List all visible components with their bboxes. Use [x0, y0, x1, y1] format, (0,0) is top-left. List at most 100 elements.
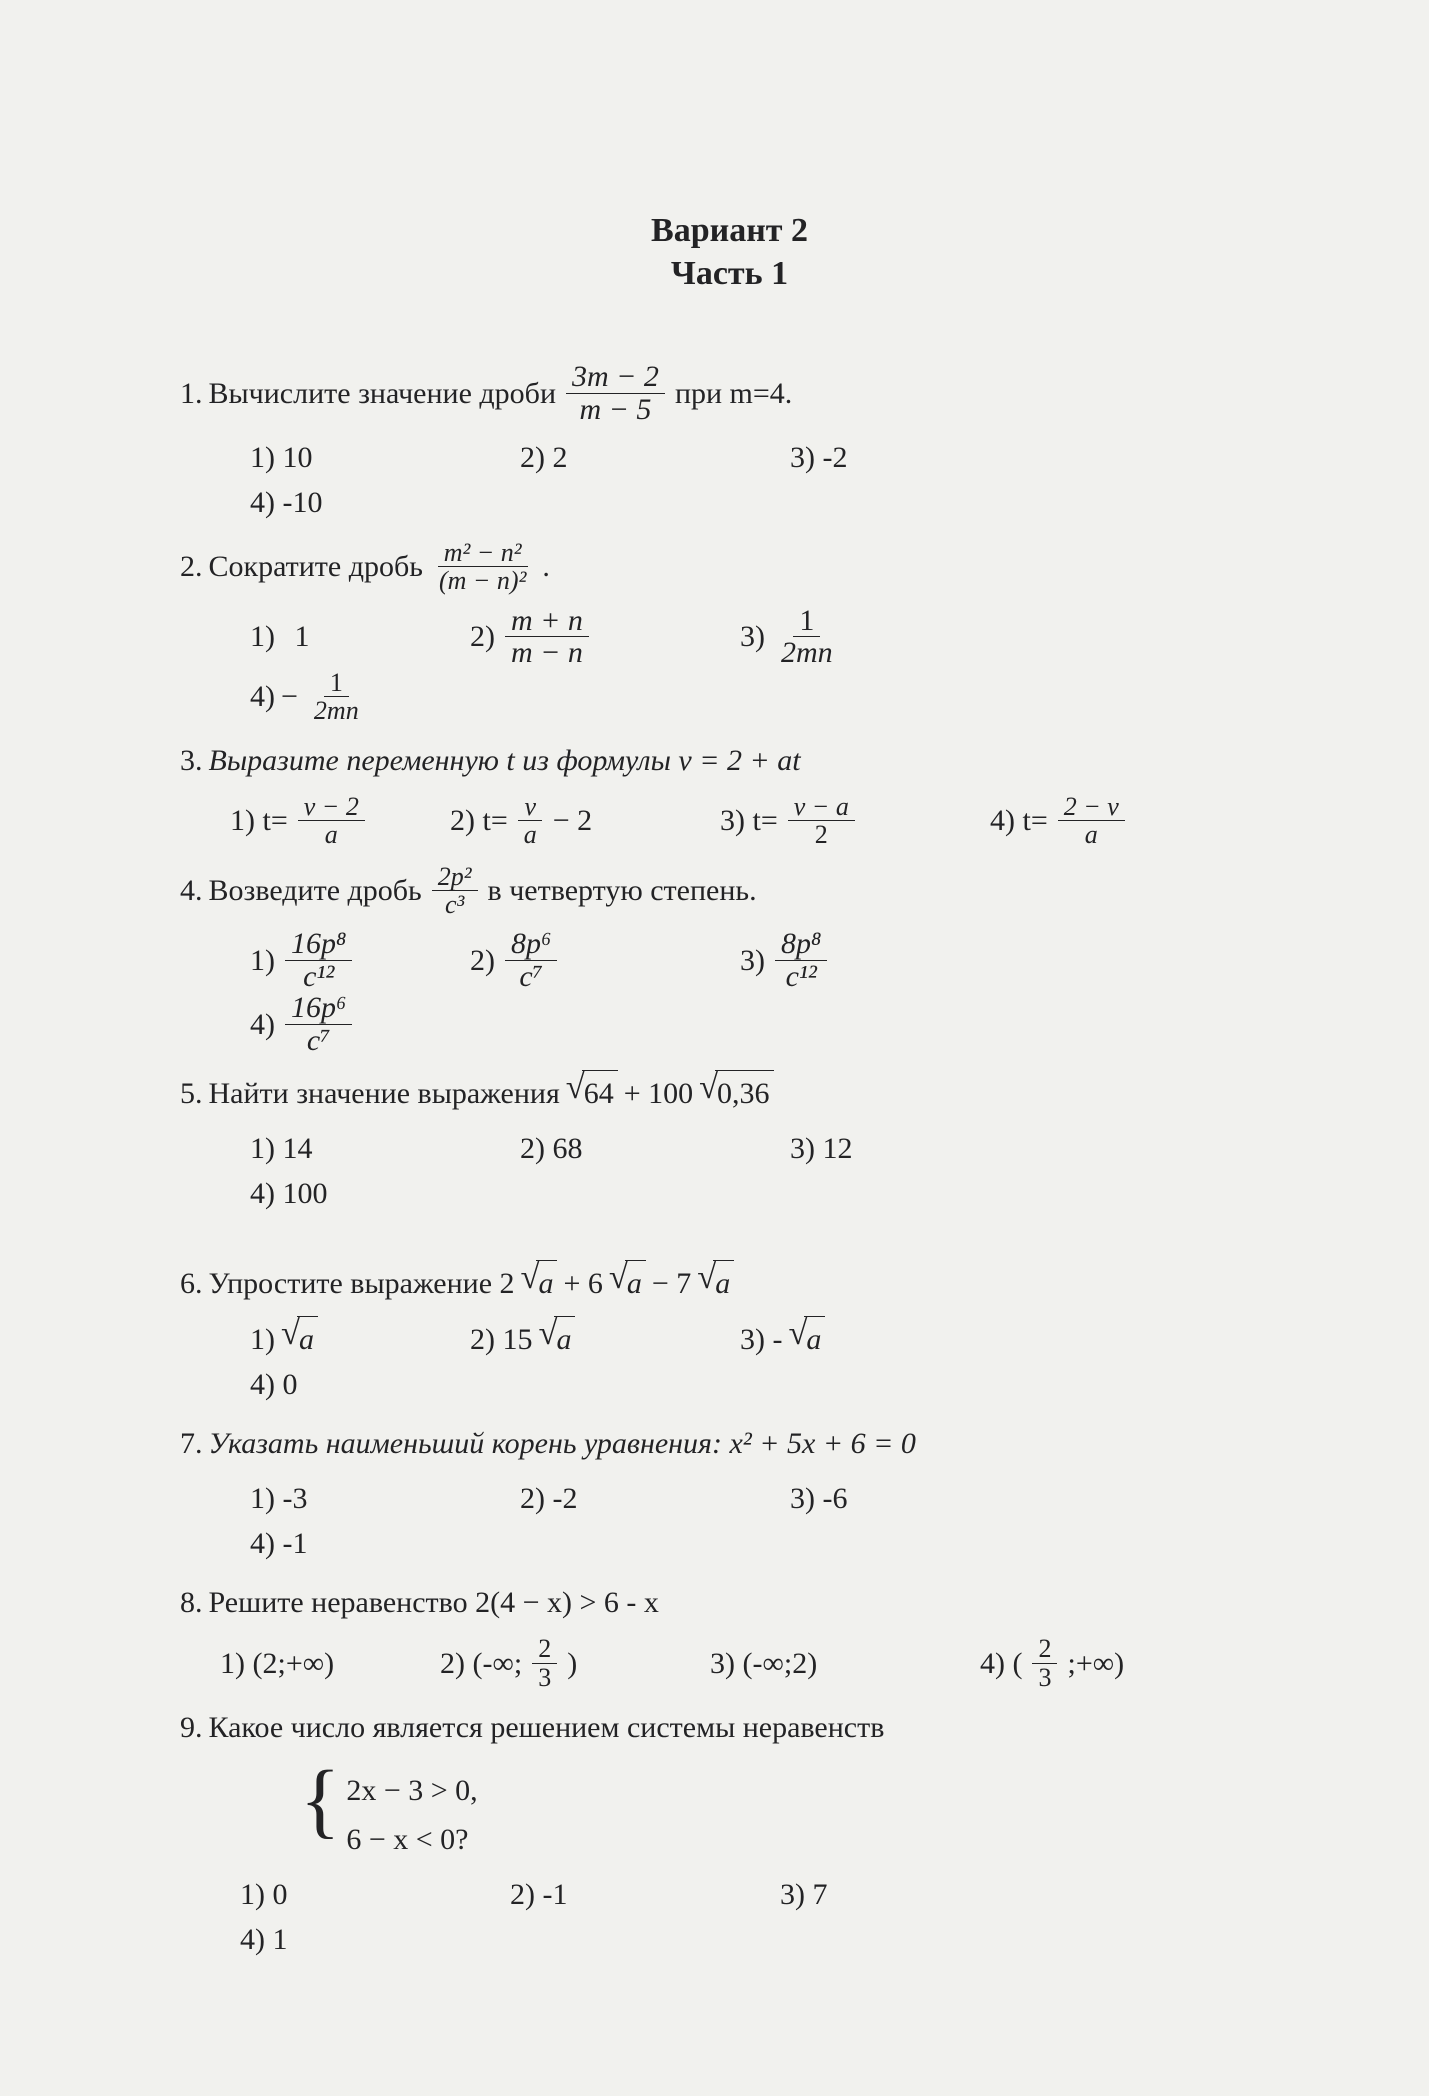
option-suffix: ) — [567, 1641, 577, 1686]
fraction-num: m² − n² — [438, 539, 528, 567]
option-1: 1) 1 — [250, 614, 470, 659]
fraction-den: c¹² — [780, 961, 823, 993]
option-label: 1) — [250, 614, 275, 659]
option-label: 3) t= — [720, 798, 778, 843]
option-3: 3) (-∞;2) — [710, 1641, 980, 1686]
problem-7: 7. Указать наименьший корень уравнения: … — [180, 1421, 1279, 1566]
option-4: 4) ( 2 3 ;+∞) — [980, 1635, 1250, 1691]
option-4: 4) 0 — [250, 1362, 520, 1407]
problem-6-text: 6. Упростите выражение 2 √a + 6 √a − 7 √… — [180, 1260, 1279, 1306]
option-1: 1) 14 — [250, 1126, 520, 1171]
option-2: 2) (-∞; 2 3 ) — [440, 1635, 710, 1691]
problem-3-text: 3. Выразите переменную t из формулы v = … — [180, 738, 1279, 783]
fraction-den: 2mn — [775, 637, 839, 669]
system-lines: 2x − 3 > 0, 6 − x < 0? — [346, 1768, 477, 1862]
option-label: 3) — [740, 938, 765, 983]
title-part: Часть 1 — [180, 253, 1279, 296]
option-3: 3) 1 2mn — [740, 605, 1010, 669]
option-fraction: 16p⁶ c⁷ — [285, 992, 352, 1056]
problem-post: в четвертую степень. — [488, 868, 757, 913]
problem-post: . — [542, 544, 550, 589]
problem-post: при m=4. — [675, 371, 792, 416]
sqrt-2: √ 0,36 — [699, 1070, 773, 1116]
option-3: 3) 8p⁸ c¹² — [740, 928, 1010, 992]
title-variant: Вариант 2 — [180, 210, 1279, 253]
fraction-num: 2 — [1032, 1635, 1057, 1663]
option-2: 2) -2 — [520, 1476, 790, 1521]
option-label: 1) — [250, 938, 275, 983]
problem-6-options: 1) √a 2) 15 √a 3) - √a 4) 0 — [180, 1316, 1279, 1407]
option-2: 2) 2 — [520, 435, 790, 480]
fraction-den: c⁷ — [513, 961, 549, 993]
problem-5-options: 1) 14 2) 68 3) 12 4) 100 — [180, 1126, 1279, 1216]
problem-number: 4. — [180, 868, 203, 913]
fraction-den: 3 — [532, 1664, 557, 1691]
problem-body: Указать наименьший корень уравнения: x² … — [209, 1421, 916, 1466]
system-line-2: 6 − x < 0? — [346, 1817, 477, 1862]
fraction-den: c⁷ — [301, 1025, 337, 1057]
option-suffix: − 2 — [553, 798, 592, 843]
option-fraction: v − 2 a — [298, 793, 365, 849]
option-fraction: m + n m − n — [505, 605, 589, 669]
problem-9-text: 9. Какое число является решением системы… — [180, 1705, 1279, 1750]
option-4: 4) -1 — [250, 1521, 520, 1566]
option-fraction: 1 2mn — [775, 605, 839, 669]
fraction-num: v — [518, 793, 542, 821]
fraction-den: c¹² — [297, 961, 340, 993]
option-4: 4) 16p⁶ c⁷ — [250, 992, 520, 1056]
option-label: 2) t= — [450, 798, 508, 843]
option-label: 4) ( — [980, 1641, 1022, 1686]
option-fraction: 16p⁸ c¹² — [285, 928, 352, 992]
option-label: 1) t= — [230, 798, 288, 843]
problem-mid1: + 6 — [563, 1261, 602, 1306]
sqrt: √a — [609, 1260, 646, 1306]
problem-1: 1. Вычислите значение дроби 3m − 2 m − 5… — [180, 361, 1279, 525]
problem-8-options: 1) (2;+∞) 2) (-∞; 2 3 ) 3) (-∞;2) 4) ( 2… — [180, 1635, 1279, 1691]
problem-body: Какое число является решением системы не… — [209, 1705, 885, 1750]
option-4: 4) 1 — [240, 1917, 510, 1962]
option-2: 2) 68 — [520, 1126, 790, 1171]
problem-number: 1. — [180, 371, 203, 416]
system-line-1: 2x − 3 > 0, — [346, 1768, 477, 1813]
problem-6: 6. Упростите выражение 2 √a + 6 √a − 7 √… — [180, 1260, 1279, 1407]
problem-7-options: 1) -3 2) -2 3) -6 4) -1 — [180, 1476, 1279, 1566]
fraction-num: 2 − v — [1058, 793, 1125, 821]
problem-pre: Найти значение выражения — [209, 1071, 560, 1116]
option-1: 1) (2;+∞) — [220, 1641, 440, 1686]
fraction-num: v − 2 — [298, 793, 365, 821]
radicand: a — [554, 1316, 575, 1362]
fraction-den: 3 — [1032, 1664, 1057, 1691]
option-3: 3) - √a — [740, 1316, 1010, 1362]
option-3: 3) 7 — [780, 1872, 1050, 1917]
option-1: 1) -3 — [250, 1476, 520, 1521]
problem-7-text: 7. Указать наименьший корень уравнения: … — [180, 1421, 1279, 1466]
fraction-num: 1 — [793, 605, 820, 638]
fraction-num: 16p⁶ — [285, 992, 352, 1025]
problem-4-options: 1) 16p⁸ c¹² 2) 8p⁶ c⁷ 3) 8p⁸ c¹² — [180, 928, 1279, 1056]
fraction-num: 2p² — [432, 863, 478, 891]
fraction-num: 8p⁸ — [775, 928, 827, 961]
fraction-num: 16p⁸ — [285, 928, 352, 961]
fraction-num: v − a — [788, 793, 855, 821]
fraction-den: (m − n)² — [433, 567, 532, 594]
option-label: 2) (-∞; — [440, 1641, 522, 1686]
option-2: 2) -1 — [510, 1872, 780, 1917]
problem-2-options: 1) 1 2) m + n m − n 3) 1 2mn 4) − — [180, 605, 1279, 725]
radicand: a — [625, 1260, 646, 1306]
problem-9: 9. Какое число является решением системы… — [180, 1705, 1279, 1962]
option-suffix: ;+∞) — [1067, 1641, 1124, 1686]
problem-pre: Возведите дробь — [209, 868, 422, 913]
problem-number: 6. — [180, 1261, 203, 1306]
option-1: 1) √a — [250, 1316, 470, 1362]
option-fraction: 2 3 — [1032, 1635, 1057, 1691]
problem-body: Решите неравенство 2(4 − x) > 6 - x — [209, 1580, 659, 1625]
problem-number: 5. — [180, 1071, 203, 1116]
sqrt: √a — [521, 1260, 558, 1306]
radicand: a — [804, 1316, 825, 1362]
problem-3-options: 1) t= v − 2 a 2) t= v a − 2 3) t= v − a … — [180, 793, 1279, 849]
radicand: 64 — [582, 1070, 618, 1116]
problem-number: 3. — [180, 738, 203, 783]
problem-5-text: 5. Найти значение выражения √ 64 + 100 √… — [180, 1070, 1279, 1116]
fraction-num: 3m − 2 — [566, 361, 665, 394]
problem-number: 9. — [180, 1705, 203, 1750]
